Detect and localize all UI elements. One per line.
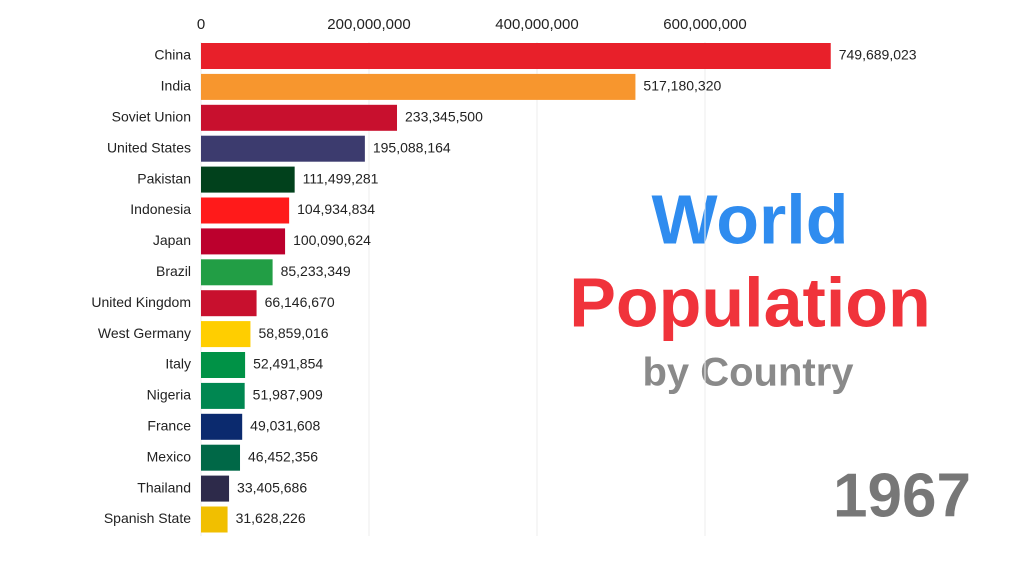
value-label: 111,499,281 bbox=[303, 170, 379, 186]
bar bbox=[201, 259, 273, 286]
y-tick-label: France bbox=[147, 418, 191, 434]
bar bbox=[201, 290, 257, 317]
y-tick-label: Thailand bbox=[137, 479, 191, 495]
y-tick-label: Japan bbox=[153, 232, 191, 248]
bar bbox=[201, 382, 245, 409]
x-tick-label: 600,000,000 bbox=[663, 16, 746, 33]
value-label: 66,146,670 bbox=[265, 294, 335, 310]
x-tick-label: 200,000,000 bbox=[327, 16, 410, 33]
value-label: 104,934,834 bbox=[297, 201, 375, 217]
y-tick-label: Mexico bbox=[147, 448, 192, 464]
value-label: 51,987,909 bbox=[253, 387, 323, 403]
bar bbox=[201, 197, 290, 224]
chart-title: World bbox=[651, 180, 848, 258]
year-label: 1967 bbox=[833, 461, 971, 530]
value-label: 517,180,320 bbox=[643, 78, 721, 94]
y-tick-label: United Kingdom bbox=[91, 294, 191, 310]
y-tick-label: India bbox=[161, 78, 192, 94]
value-label: 749,689,023 bbox=[839, 47, 917, 63]
value-label: 52,491,854 bbox=[253, 356, 323, 372]
value-label: 46,452,356 bbox=[248, 448, 318, 464]
bar bbox=[201, 352, 246, 378]
y-tick-label: Italy bbox=[165, 356, 191, 372]
bar bbox=[201, 166, 295, 193]
y-tick-label: Spanish State bbox=[104, 510, 191, 526]
value-label: 33,405,686 bbox=[237, 479, 307, 495]
value-label: 31,628,226 bbox=[236, 510, 306, 526]
y-tick-label: Soviet Union bbox=[112, 109, 191, 125]
y-tick-label: China bbox=[154, 47, 191, 63]
y-tick-label: West Germany bbox=[98, 325, 191, 341]
value-label: 85,233,349 bbox=[281, 263, 351, 279]
bar bbox=[201, 506, 228, 533]
y-tick-label: Brazil bbox=[156, 263, 191, 279]
chart-subtitle: by Country bbox=[642, 351, 854, 395]
chart-title: Population bbox=[569, 263, 931, 341]
bar bbox=[201, 104, 398, 131]
bar bbox=[201, 228, 286, 255]
bar bbox=[201, 444, 241, 471]
bar bbox=[201, 43, 831, 69]
bar bbox=[201, 73, 636, 100]
x-tick-label: 0 bbox=[197, 16, 205, 33]
value-label: 233,345,500 bbox=[405, 109, 483, 125]
bar bbox=[201, 413, 243, 440]
value-label: 49,031,608 bbox=[250, 418, 320, 434]
y-tick-label: Pakistan bbox=[137, 170, 191, 186]
x-tick-label: 400,000,000 bbox=[495, 16, 578, 33]
value-label: 195,088,164 bbox=[373, 139, 451, 155]
y-tick-label: Nigeria bbox=[147, 387, 192, 403]
y-tick-label: Indonesia bbox=[130, 201, 191, 217]
y-tick-label: United States bbox=[107, 139, 191, 155]
value-label: 100,090,624 bbox=[293, 232, 371, 248]
value-label: 58,859,016 bbox=[258, 325, 328, 341]
bar bbox=[201, 321, 251, 348]
bar bbox=[201, 475, 230, 502]
bar bbox=[201, 135, 365, 162]
